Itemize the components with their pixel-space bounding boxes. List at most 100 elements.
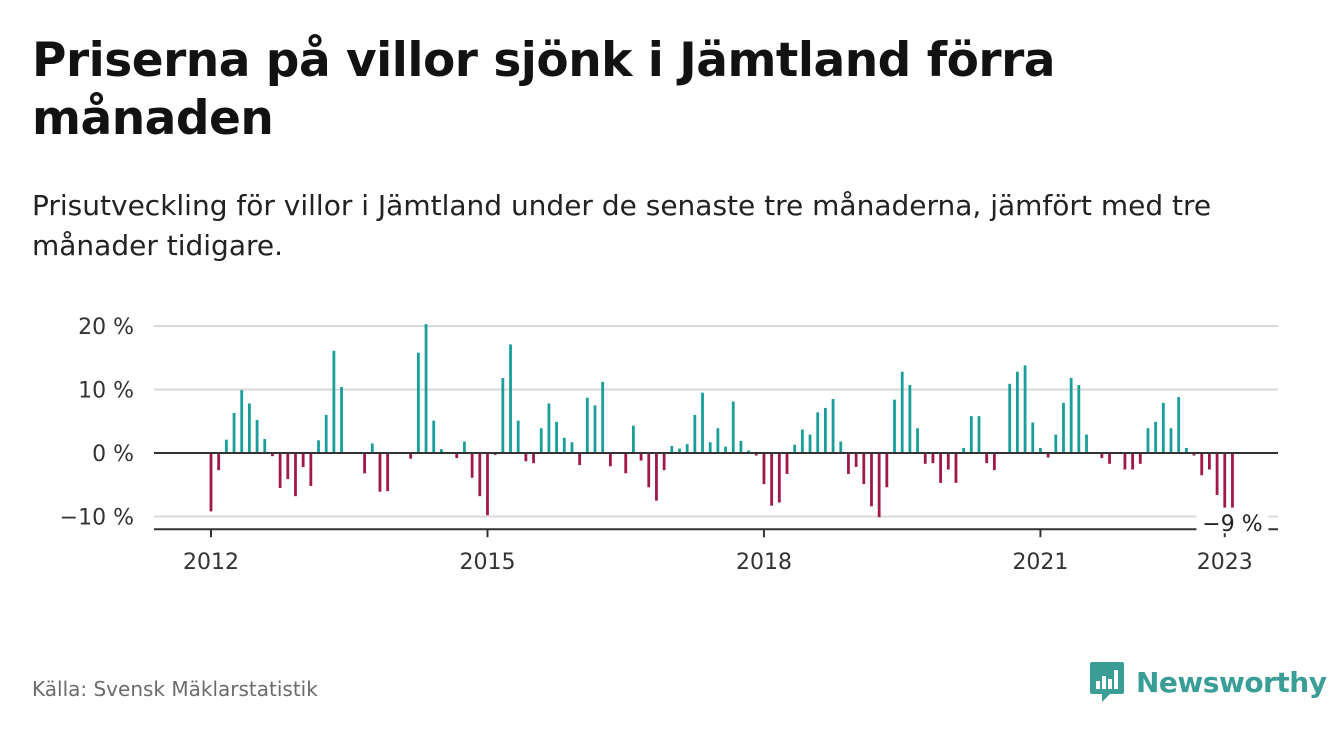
bar bbox=[301, 453, 305, 467]
y-tick-label: 0 % bbox=[92, 442, 134, 467]
bar bbox=[785, 453, 789, 474]
bar bbox=[209, 453, 213, 512]
bar bbox=[309, 453, 313, 487]
bar bbox=[632, 425, 635, 453]
bar bbox=[739, 440, 743, 453]
bar bbox=[470, 453, 474, 478]
bar bbox=[969, 416, 973, 453]
bar bbox=[324, 414, 328, 453]
bar bbox=[824, 407, 827, 453]
bar bbox=[509, 344, 512, 453]
bar bbox=[670, 446, 674, 453]
bar bbox=[409, 453, 413, 459]
bar bbox=[1208, 453, 1211, 470]
bar bbox=[1123, 453, 1127, 470]
bar bbox=[424, 324, 428, 453]
bar bbox=[1215, 453, 1219, 495]
bar bbox=[1016, 371, 1019, 453]
bar bbox=[486, 453, 489, 516]
newsworthy-logo-icon bbox=[1090, 662, 1124, 702]
bar bbox=[847, 453, 850, 474]
bars bbox=[209, 324, 1234, 518]
bar bbox=[1231, 453, 1234, 508]
y-tick-label: 10 % bbox=[78, 379, 134, 404]
bar bbox=[501, 378, 505, 453]
bar-chart: 20 % 10 % 0 % −10 % 2012 2015 2018 2021 2023 −9 % bbox=[60, 315, 1278, 575]
bar bbox=[593, 405, 597, 453]
bar bbox=[678, 448, 681, 453]
bar bbox=[647, 453, 651, 488]
bar bbox=[416, 352, 420, 453]
bar bbox=[332, 350, 336, 453]
bar bbox=[747, 450, 750, 453]
bar bbox=[455, 453, 459, 459]
bar bbox=[1100, 453, 1104, 459]
bar bbox=[1184, 447, 1188, 453]
y-tick-label: −10 % bbox=[60, 506, 134, 531]
bar bbox=[877, 453, 881, 518]
bar bbox=[701, 392, 704, 453]
bar bbox=[555, 421, 558, 453]
bar bbox=[724, 446, 727, 453]
bar bbox=[1177, 397, 1181, 453]
bar bbox=[386, 453, 390, 492]
bar bbox=[908, 385, 912, 453]
bar bbox=[524, 453, 528, 462]
bar bbox=[585, 397, 589, 453]
bar bbox=[224, 439, 228, 453]
bar bbox=[248, 403, 251, 453]
bar bbox=[923, 453, 927, 464]
chart-title: Priserna på villor sjönk i Jämtland förr… bbox=[32, 33, 1056, 146]
bar bbox=[463, 441, 466, 453]
bar bbox=[1085, 434, 1088, 453]
bar bbox=[1046, 453, 1050, 458]
bar bbox=[854, 453, 858, 467]
bar bbox=[1169, 428, 1173, 453]
bar bbox=[708, 442, 712, 453]
bar bbox=[432, 420, 436, 453]
source-note: Källa: Svensk Mäklarstatistik bbox=[32, 677, 318, 701]
bar bbox=[1138, 453, 1142, 464]
bar bbox=[539, 428, 543, 453]
bar bbox=[793, 444, 797, 453]
bar bbox=[1008, 383, 1012, 453]
bar bbox=[655, 453, 658, 501]
chart-subtitle: Prisutveckling för villor i Jämtland und… bbox=[32, 189, 1212, 262]
bar bbox=[1108, 453, 1111, 464]
bar bbox=[532, 453, 535, 464]
bar bbox=[870, 453, 873, 507]
annotation-background bbox=[1196, 511, 1269, 534]
x-tick-label: 2012 bbox=[183, 550, 239, 575]
bar bbox=[754, 453, 758, 456]
x-tick-label: 2021 bbox=[1012, 550, 1068, 575]
bar bbox=[762, 453, 766, 485]
bar bbox=[263, 439, 267, 453]
bar bbox=[1154, 421, 1158, 453]
bar bbox=[340, 386, 343, 453]
axis-labels: 20 % 10 % 0 % −10 % 2012 2015 2018 2021 2023 −9 % bbox=[60, 315, 1269, 575]
bar bbox=[1062, 402, 1065, 453]
bar bbox=[217, 453, 221, 471]
bar bbox=[286, 453, 290, 480]
bar bbox=[1039, 447, 1042, 453]
bar bbox=[1161, 402, 1165, 453]
bar bbox=[363, 453, 366, 474]
bar bbox=[777, 453, 781, 503]
bar bbox=[570, 442, 574, 453]
bar bbox=[839, 441, 843, 453]
x-tick-label: 2015 bbox=[459, 550, 515, 575]
bar bbox=[1200, 453, 1204, 476]
bar bbox=[271, 453, 274, 457]
bar bbox=[1192, 453, 1196, 456]
bar bbox=[816, 412, 820, 453]
bar bbox=[931, 453, 935, 464]
newsworthy-brand[interactable]: Newsworthy bbox=[1088, 660, 1327, 704]
bar bbox=[1131, 453, 1134, 470]
bar bbox=[516, 420, 520, 453]
bar bbox=[716, 428, 720, 453]
last-value-label: −9 % bbox=[1202, 512, 1262, 537]
bar bbox=[624, 453, 628, 474]
bar bbox=[916, 428, 919, 453]
bar bbox=[954, 453, 958, 483]
bar bbox=[685, 444, 689, 453]
